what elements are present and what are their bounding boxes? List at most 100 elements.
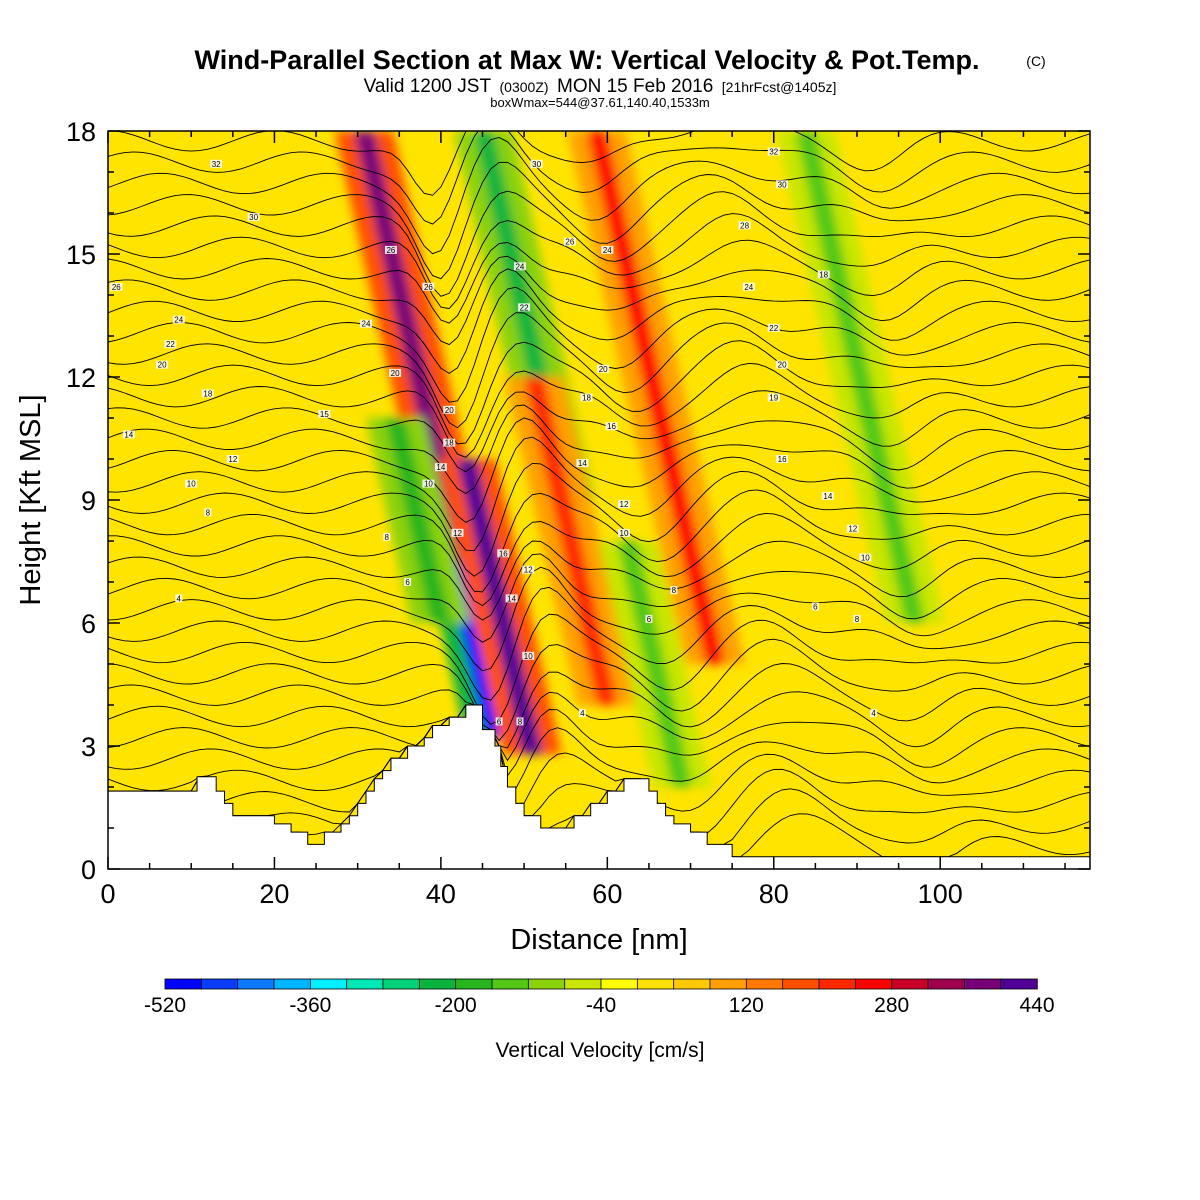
contour-label-bg xyxy=(597,364,610,373)
contour-label-bg xyxy=(201,389,214,398)
x-tick-label: 60 xyxy=(592,879,622,909)
contour-label-text: 12 xyxy=(620,500,629,509)
contour-label-text: 8 xyxy=(672,586,677,595)
theta-contour-line xyxy=(108,137,1090,255)
contour-label-bg xyxy=(522,565,535,574)
colorbar-segment xyxy=(309,978,348,990)
colorbar-segment xyxy=(854,978,893,990)
theta-contour-line xyxy=(108,213,1090,310)
colorbar-segment xyxy=(527,978,566,990)
contour-label-bg xyxy=(172,315,185,324)
contour-label-text: 10 xyxy=(861,553,870,562)
velocity-core xyxy=(456,459,543,755)
theta-contour-line xyxy=(108,638,1090,742)
contour-label-bg xyxy=(859,553,872,562)
y-tick-label: 6 xyxy=(81,609,96,639)
contour-label: 32 xyxy=(210,159,223,169)
contour-label-bg xyxy=(767,323,780,332)
y-tick-label: 15 xyxy=(66,240,96,270)
contour-label-bg xyxy=(389,368,402,377)
valid-prefix: Valid 1200 JST xyxy=(364,76,492,97)
contour-label-text: 8 xyxy=(855,615,860,624)
colorbar-tick-label: 280 xyxy=(874,994,909,1017)
colorbar-segment xyxy=(491,978,530,990)
x-tick-label: 40 xyxy=(426,879,456,909)
contour-label-bg xyxy=(776,360,789,369)
contour-label: 22 xyxy=(164,340,177,349)
contour-label-text: 22 xyxy=(769,324,778,333)
contour-label-bg xyxy=(670,586,678,595)
x-tick-label: 100 xyxy=(918,879,963,909)
contour-label-bg xyxy=(422,282,435,291)
contour-label-text: 10 xyxy=(524,652,533,661)
contour-label-text: 4 xyxy=(580,709,585,718)
contour-label-text: 15 xyxy=(320,410,329,419)
contour-label-text: 12 xyxy=(228,455,237,464)
contour-label-text: 14 xyxy=(124,430,133,439)
contour-label-bg xyxy=(578,709,586,718)
theta-contour-line xyxy=(108,417,1090,523)
contour-label: 12 xyxy=(617,500,630,509)
contour-label-bg xyxy=(518,303,531,312)
contour-label: 8 xyxy=(383,532,391,542)
contour-label-bg xyxy=(359,319,372,328)
contour-label-text: 20 xyxy=(599,365,608,374)
colorbar-segment xyxy=(673,978,711,990)
contour-label-text: 6 xyxy=(813,603,818,612)
contour-label: 6 xyxy=(495,717,503,726)
contour-label-text: 26 xyxy=(386,246,395,255)
contour-label: 15 xyxy=(318,409,331,419)
contour-label-bg xyxy=(767,393,780,402)
contour-label-bg xyxy=(563,237,576,246)
chart-title: Wind-Parallel Section at Max W: Vertical… xyxy=(195,45,980,75)
contour-label: 24 xyxy=(601,245,614,255)
theta-contour-line xyxy=(108,131,1090,225)
contour-label: 20 xyxy=(389,368,402,378)
contour-label-bg xyxy=(738,221,751,230)
contour-label: 26 xyxy=(110,282,123,292)
colorbar-segment xyxy=(963,978,1002,990)
contour-label-bg xyxy=(175,594,183,603)
contour-label-bg xyxy=(443,405,456,414)
colorbar-segment xyxy=(927,978,966,990)
y-axis-ticks: 0 3 6 9 12 15 18 xyxy=(66,117,1090,885)
contour-label-bg xyxy=(617,528,630,537)
valid-zulu: (0300Z) xyxy=(500,79,549,95)
valid-date: MON 15 Feb 2016 xyxy=(557,76,713,97)
y-tick-label: 9 xyxy=(81,486,96,516)
theta-contour-line xyxy=(108,404,1090,495)
contour-label: 12 xyxy=(522,565,535,575)
contour-label: 16 xyxy=(605,422,618,431)
theta-contour-line xyxy=(108,512,1090,607)
contour-label-bg xyxy=(443,438,456,447)
colorbar-segment xyxy=(709,978,748,990)
x-axis-label: Distance [nm] xyxy=(510,924,687,956)
contour-label-text: 20 xyxy=(445,406,454,415)
contour-label: 6 xyxy=(811,602,819,612)
x-tick-label: 20 xyxy=(259,879,289,909)
contour-label-text: 32 xyxy=(212,160,221,169)
contour-label-text: 14 xyxy=(507,594,516,603)
contour-label-text: 28 xyxy=(740,221,749,230)
theta-contour-line xyxy=(108,553,1090,643)
contour-label: 12 xyxy=(451,528,464,538)
contour-label-text: 8 xyxy=(206,508,211,517)
contour-label-text: 22 xyxy=(166,340,175,349)
contour-label-text: 16 xyxy=(778,455,787,464)
contour-label-text: 19 xyxy=(769,394,778,403)
theta-contour-line xyxy=(108,540,1090,621)
contour-label-bg xyxy=(122,430,135,439)
contour-label-bg xyxy=(164,340,177,349)
contour-label-text: 18 xyxy=(203,389,212,398)
contour-label-bg xyxy=(318,409,331,418)
contour-label-bg xyxy=(576,459,589,468)
colorbar-segment xyxy=(455,978,493,990)
colorbar-tick-label: 120 xyxy=(729,994,764,1017)
contour-label: 22 xyxy=(767,323,780,333)
forecast-label: [21hrFcst@1405z] xyxy=(722,79,837,95)
contour-label-bg xyxy=(156,360,169,369)
contour-label: 24 xyxy=(172,315,185,325)
theta-contour-line xyxy=(108,312,1090,429)
contour-label-text: 12 xyxy=(453,529,462,538)
